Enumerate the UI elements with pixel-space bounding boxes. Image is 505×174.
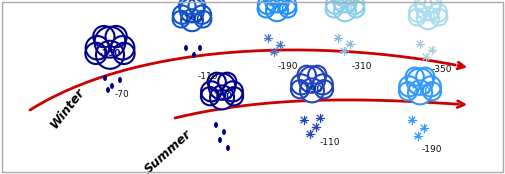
Circle shape: [265, 0, 289, 12]
Circle shape: [193, 5, 211, 24]
Circle shape: [299, 66, 325, 93]
Circle shape: [399, 76, 419, 96]
Ellipse shape: [119, 78, 121, 82]
Circle shape: [313, 74, 333, 94]
Circle shape: [315, 80, 333, 98]
Text: -390: -390: [334, 5, 356, 14]
Circle shape: [415, 0, 431, 12]
Circle shape: [417, 7, 439, 29]
Circle shape: [399, 82, 417, 100]
Circle shape: [341, 0, 358, 4]
Circle shape: [291, 74, 311, 94]
Circle shape: [201, 81, 221, 101]
Circle shape: [113, 43, 135, 64]
Circle shape: [96, 41, 124, 69]
Circle shape: [334, 0, 356, 21]
Circle shape: [274, 0, 290, 4]
Text: Summer: Summer: [142, 128, 194, 174]
Circle shape: [85, 43, 107, 64]
Text: -190: -190: [422, 145, 442, 154]
Text: -190: -190: [181, 15, 203, 24]
Circle shape: [209, 73, 235, 100]
Text: -150: -150: [99, 49, 121, 58]
Text: -350: -350: [432, 65, 452, 74]
Text: -110: -110: [320, 138, 340, 147]
Circle shape: [423, 82, 441, 100]
Text: -190: -190: [278, 62, 298, 71]
Circle shape: [194, 11, 212, 27]
Circle shape: [408, 80, 432, 104]
Circle shape: [416, 0, 440, 20]
Ellipse shape: [111, 84, 113, 88]
Ellipse shape: [185, 46, 187, 50]
Circle shape: [421, 76, 441, 96]
Circle shape: [258, 1, 274, 17]
Circle shape: [280, 1, 296, 17]
Circle shape: [409, 3, 427, 22]
Circle shape: [106, 26, 127, 47]
Text: Winter: Winter: [48, 85, 88, 131]
Text: -270: -270: [266, 5, 288, 14]
Circle shape: [416, 68, 434, 86]
Circle shape: [333, 0, 357, 12]
Circle shape: [208, 73, 226, 91]
Circle shape: [347, 1, 365, 17]
Ellipse shape: [223, 130, 225, 134]
Text: -150: -150: [211, 92, 233, 101]
Circle shape: [94, 27, 125, 58]
Circle shape: [409, 9, 425, 25]
Circle shape: [406, 68, 424, 86]
Circle shape: [345, 0, 364, 14]
Circle shape: [297, 66, 316, 84]
Circle shape: [225, 87, 243, 105]
Ellipse shape: [215, 123, 217, 127]
Text: -310: -310: [352, 62, 372, 71]
Text: -110: -110: [198, 72, 218, 81]
Circle shape: [291, 80, 309, 98]
Circle shape: [180, 0, 204, 22]
Text: -70: -70: [115, 90, 129, 99]
Ellipse shape: [193, 53, 195, 57]
Ellipse shape: [219, 138, 221, 142]
Circle shape: [278, 0, 296, 14]
Circle shape: [210, 85, 234, 109]
Text: -190: -190: [301, 85, 323, 94]
Circle shape: [111, 36, 134, 60]
Circle shape: [425, 0, 441, 12]
Circle shape: [326, 1, 342, 17]
Circle shape: [407, 68, 433, 95]
Circle shape: [258, 0, 276, 14]
Circle shape: [201, 87, 219, 105]
Text: -270: -270: [409, 87, 431, 96]
Ellipse shape: [104, 76, 106, 80]
Ellipse shape: [227, 146, 229, 150]
Text: -430: -430: [417, 13, 439, 22]
Circle shape: [264, 0, 280, 4]
Circle shape: [173, 5, 191, 24]
Circle shape: [188, 0, 205, 14]
Circle shape: [332, 0, 348, 4]
Circle shape: [179, 0, 195, 14]
Circle shape: [218, 73, 236, 91]
Circle shape: [86, 36, 109, 60]
Circle shape: [266, 0, 288, 21]
Ellipse shape: [107, 88, 109, 92]
Circle shape: [429, 3, 447, 22]
Ellipse shape: [199, 46, 201, 50]
Circle shape: [173, 11, 189, 27]
Circle shape: [93, 26, 115, 47]
Circle shape: [431, 9, 447, 25]
Circle shape: [326, 0, 344, 14]
Circle shape: [181, 9, 203, 31]
Circle shape: [308, 66, 326, 84]
Circle shape: [223, 81, 243, 101]
Circle shape: [300, 78, 324, 102]
